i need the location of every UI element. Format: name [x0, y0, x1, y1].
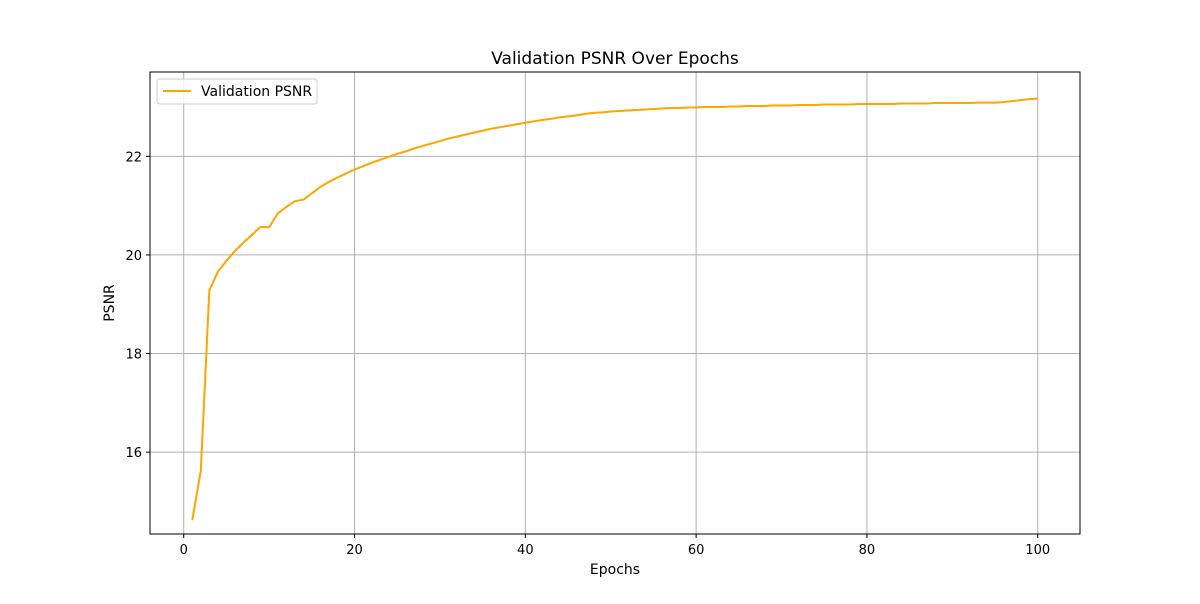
y-tick-label: 22: [125, 150, 142, 165]
legend-box: [156, 78, 318, 105]
chart-title: Validation PSNR Over Epochs: [491, 49, 739, 69]
x-axis-label: Epochs: [590, 562, 640, 578]
x-tick-label: 100: [1025, 543, 1050, 558]
legend-label: Validation PSNR: [201, 84, 312, 100]
plot-area-frame: [149, 71, 1081, 535]
y-tick-label: 16: [125, 446, 142, 461]
x-tick-label: 40: [517, 543, 534, 558]
y-tick-label: 18: [125, 348, 142, 363]
x-tick-label: 0: [180, 543, 188, 558]
y-axis-label: PSNR: [102, 284, 118, 322]
x-tick-label: 60: [688, 543, 705, 558]
legend: Validation PSNR: [156, 78, 318, 105]
x-tick-label: 80: [859, 543, 876, 558]
y-tick-label: 20: [125, 249, 142, 264]
x-tick-label: 20: [346, 543, 363, 558]
series-line-validation-psnr: [191, 97, 1038, 521]
